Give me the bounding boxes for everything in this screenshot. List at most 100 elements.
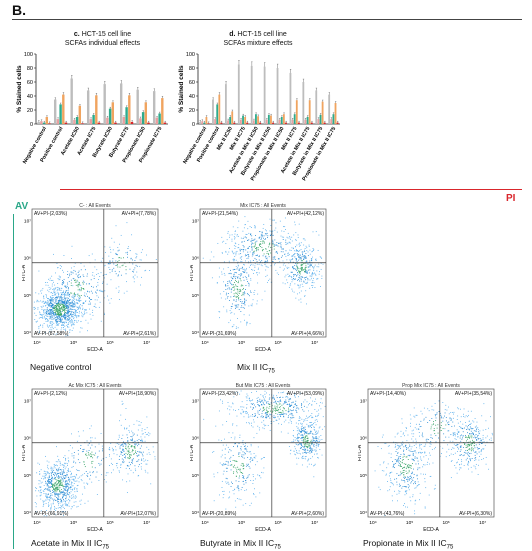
event-dot — [316, 444, 317, 445]
event-dot — [48, 301, 49, 302]
event-dot — [86, 453, 87, 454]
bar — [156, 118, 158, 124]
event-dot — [263, 241, 264, 242]
event-dot — [59, 467, 60, 468]
event-dot — [105, 252, 106, 253]
event-dot — [65, 505, 66, 506]
event-dot — [241, 286, 242, 287]
event-dot — [299, 433, 300, 434]
event-dot — [289, 287, 290, 288]
event-dot — [302, 277, 303, 278]
event-dot — [70, 293, 71, 294]
event-dot — [274, 264, 275, 265]
event-dot — [270, 265, 271, 266]
event-dot — [425, 474, 426, 475]
event-dot — [435, 488, 436, 489]
event-dot — [267, 411, 268, 412]
event-dot — [308, 434, 309, 435]
event-dot — [419, 448, 420, 449]
event-dot — [246, 277, 247, 278]
event-dot — [246, 404, 247, 405]
event-dot — [226, 483, 227, 484]
event-dot — [65, 299, 66, 300]
event-dot — [71, 303, 72, 304]
event-dot — [283, 282, 284, 283]
event-dot — [95, 292, 96, 293]
event-dot — [60, 505, 61, 506]
event-dot — [50, 299, 51, 300]
event-dot — [47, 302, 48, 303]
event-dot — [241, 249, 242, 250]
event-dot — [86, 309, 87, 310]
event-dot — [133, 458, 134, 459]
event-dot — [61, 506, 62, 507]
event-dot — [252, 270, 253, 271]
event-dot — [128, 450, 129, 451]
event-dot — [54, 489, 55, 490]
event-dot — [304, 447, 305, 448]
y-axis-label: % Stained cells — [16, 65, 23, 113]
event-dot — [146, 464, 147, 465]
event-dot — [254, 453, 255, 454]
event-dot — [90, 437, 91, 438]
event-dot — [47, 485, 48, 486]
event-dot — [54, 285, 55, 286]
event-dot — [212, 277, 213, 278]
event-dot — [251, 292, 252, 293]
event-dot — [269, 250, 270, 251]
event-dot — [415, 439, 416, 440]
event-dot — [78, 272, 79, 273]
event-dot — [242, 454, 243, 455]
event-dot — [74, 280, 75, 281]
event-dot — [120, 445, 121, 446]
event-dot — [314, 454, 315, 455]
event-dot — [87, 273, 88, 274]
event-dot — [131, 470, 132, 471]
event-dot — [64, 508, 65, 509]
event-dot — [246, 478, 247, 479]
event-dot — [80, 504, 81, 505]
event-dot — [290, 260, 291, 261]
event-dot — [406, 449, 407, 450]
event-dot — [68, 471, 69, 472]
event-dot — [284, 268, 285, 269]
event-dot — [122, 435, 123, 436]
bar — [311, 123, 313, 124]
event-dot — [129, 432, 130, 433]
event-dot — [310, 431, 311, 432]
chart-d-subtitle: SCFAs mixture effects — [178, 39, 338, 48]
event-dot — [72, 322, 73, 323]
event-dot — [137, 440, 138, 441]
event-dot — [296, 275, 297, 276]
event-dot — [269, 244, 270, 245]
event-dot — [319, 274, 320, 275]
event-dot — [226, 294, 227, 295]
event-dot — [145, 470, 146, 471]
event-dot — [411, 473, 412, 474]
event-dot — [296, 458, 297, 459]
event-dot — [92, 254, 93, 255]
event-dot — [295, 437, 296, 438]
event-dot — [51, 280, 52, 281]
event-dot — [246, 394, 247, 395]
event-dot — [71, 312, 72, 313]
event-dot — [78, 315, 79, 316]
event-dot — [50, 483, 51, 484]
event-dot — [53, 470, 54, 471]
event-dot — [399, 456, 400, 457]
event-dot — [80, 448, 81, 449]
event-dot — [228, 432, 229, 433]
event-dot — [53, 301, 54, 302]
event-dot — [95, 446, 96, 447]
event-dot — [264, 235, 265, 236]
event-dot — [305, 256, 306, 257]
event-dot — [287, 237, 288, 238]
event-dot — [234, 296, 235, 297]
event-dot — [61, 313, 62, 314]
event-dot — [79, 311, 80, 312]
event-dot — [256, 255, 257, 256]
event-dot — [45, 488, 46, 489]
event-dot — [153, 452, 154, 453]
event-dot — [68, 313, 69, 314]
